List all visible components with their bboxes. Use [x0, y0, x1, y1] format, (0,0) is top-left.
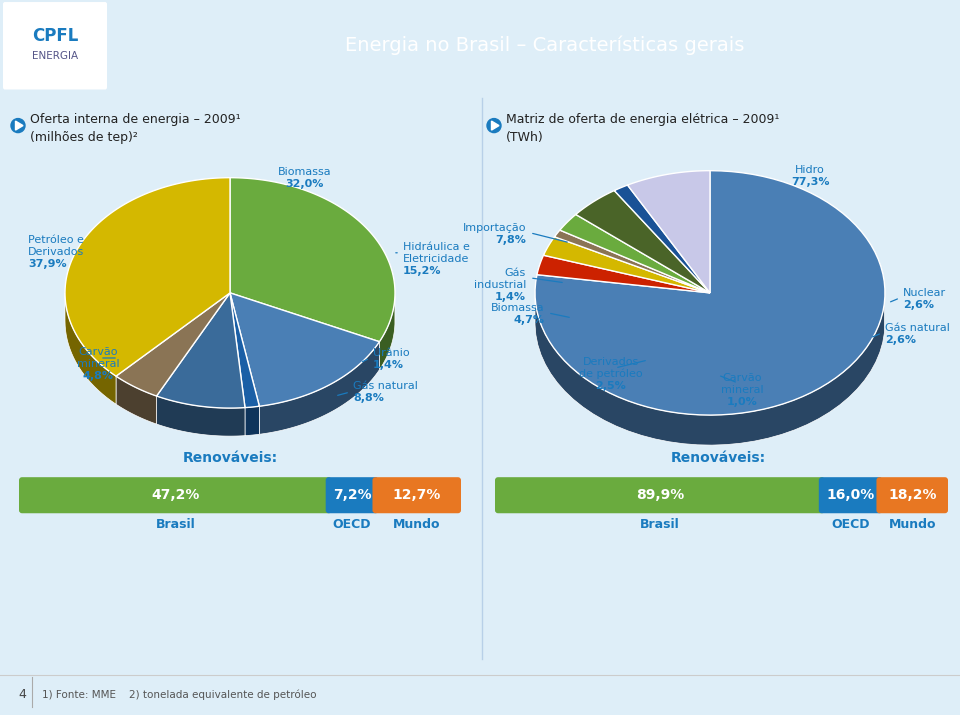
Text: 2,6%: 2,6%	[903, 300, 934, 310]
Polygon shape	[576, 191, 710, 293]
Text: Renováveis:: Renováveis:	[670, 451, 765, 465]
Text: (milhões de tep)²: (milhões de tep)²	[30, 131, 138, 144]
Text: Brasil: Brasil	[156, 518, 195, 531]
Polygon shape	[555, 230, 710, 293]
FancyBboxPatch shape	[19, 477, 332, 513]
Text: industrial: industrial	[473, 280, 526, 290]
Text: 4,8%: 4,8%	[83, 371, 113, 381]
Polygon shape	[259, 342, 379, 434]
Polygon shape	[245, 406, 259, 435]
Text: 7,8%: 7,8%	[495, 235, 526, 245]
Text: 37,9%: 37,9%	[28, 259, 66, 269]
Text: Mundo: Mundo	[888, 518, 936, 531]
Polygon shape	[156, 293, 245, 408]
Text: Mundo: Mundo	[393, 518, 441, 531]
Text: 15,2%: 15,2%	[403, 266, 442, 276]
Text: 77,3%: 77,3%	[791, 177, 829, 187]
Text: Gás natural: Gás natural	[353, 381, 418, 391]
Text: 2,5%: 2,5%	[595, 381, 626, 391]
Text: mineral: mineral	[721, 385, 763, 395]
Text: Renováveis:: Renováveis:	[182, 451, 277, 465]
Text: de petróleo: de petróleo	[579, 369, 643, 379]
Text: Derivados: Derivados	[583, 357, 639, 367]
Text: Oferta interna de energia – 2009¹: Oferta interna de energia – 2009¹	[30, 113, 241, 126]
Text: 47,2%: 47,2%	[151, 488, 200, 502]
Polygon shape	[535, 171, 885, 415]
Text: (TWh): (TWh)	[506, 131, 543, 144]
Polygon shape	[535, 295, 884, 445]
Polygon shape	[537, 255, 710, 293]
Text: Brasil: Brasil	[640, 518, 680, 531]
Text: Petróleo e: Petróleo e	[28, 235, 84, 245]
Text: 7,2%: 7,2%	[333, 488, 372, 502]
Text: 8,8%: 8,8%	[353, 393, 384, 403]
Text: Carvão: Carvão	[79, 347, 118, 357]
Polygon shape	[379, 296, 395, 370]
Circle shape	[11, 119, 25, 132]
Text: 4: 4	[18, 689, 26, 701]
FancyBboxPatch shape	[3, 2, 107, 89]
Text: Urânio: Urânio	[373, 348, 410, 358]
Polygon shape	[156, 396, 245, 436]
Polygon shape	[492, 121, 499, 130]
Polygon shape	[230, 293, 379, 406]
Text: 12,7%: 12,7%	[393, 488, 441, 502]
Polygon shape	[230, 177, 395, 342]
Text: 32,0%: 32,0%	[286, 179, 324, 189]
Polygon shape	[65, 177, 230, 376]
Text: 1,4%: 1,4%	[373, 360, 404, 370]
Text: Gás: Gás	[505, 268, 526, 278]
Text: ENERGIA: ENERGIA	[32, 51, 78, 61]
FancyBboxPatch shape	[876, 477, 948, 513]
Text: Importação: Importação	[463, 223, 526, 233]
Polygon shape	[15, 121, 23, 130]
Text: 1,4%: 1,4%	[495, 292, 526, 302]
Text: 18,2%: 18,2%	[888, 488, 936, 502]
FancyBboxPatch shape	[819, 477, 882, 513]
Text: Hidro: Hidro	[795, 164, 825, 174]
Text: Gás natural: Gás natural	[885, 323, 949, 333]
Text: CPFL: CPFL	[32, 27, 78, 45]
Text: Matriz de oferta de energia elétrica – 2009¹: Matriz de oferta de energia elétrica – 2…	[506, 113, 780, 126]
Polygon shape	[65, 293, 116, 404]
Text: mineral: mineral	[77, 359, 119, 369]
Polygon shape	[614, 185, 710, 293]
Text: 4,7%: 4,7%	[513, 315, 544, 325]
Text: Carvão: Carvão	[722, 373, 761, 383]
Text: Derivados: Derivados	[28, 247, 84, 257]
Polygon shape	[116, 376, 156, 424]
FancyBboxPatch shape	[325, 477, 378, 513]
Text: 1,0%: 1,0%	[727, 397, 757, 407]
Polygon shape	[628, 171, 710, 293]
Text: Energia no Brasil – Características gerais: Energia no Brasil – Características gera…	[346, 36, 745, 55]
FancyBboxPatch shape	[372, 477, 461, 513]
Text: OECD: OECD	[333, 518, 372, 531]
Text: 89,9%: 89,9%	[636, 488, 684, 502]
Text: OECD: OECD	[831, 518, 870, 531]
Polygon shape	[230, 293, 259, 408]
Polygon shape	[543, 237, 710, 293]
Text: 16,0%: 16,0%	[827, 488, 875, 502]
Circle shape	[487, 119, 501, 132]
FancyBboxPatch shape	[495, 477, 825, 513]
Text: Nuclear: Nuclear	[903, 288, 947, 298]
Text: Biomassa: Biomassa	[491, 303, 544, 313]
Text: Biomassa: Biomassa	[278, 167, 332, 177]
Text: Eletricidade: Eletricidade	[403, 254, 469, 264]
Polygon shape	[560, 214, 710, 293]
Text: 1) Fonte: MME    2) tonelada equivalente de petróleo: 1) Fonte: MME 2) tonelada equivalente de…	[42, 689, 317, 700]
Text: 2,6%: 2,6%	[885, 335, 916, 345]
Polygon shape	[116, 293, 230, 396]
Text: Hidráulica e: Hidráulica e	[403, 242, 469, 252]
